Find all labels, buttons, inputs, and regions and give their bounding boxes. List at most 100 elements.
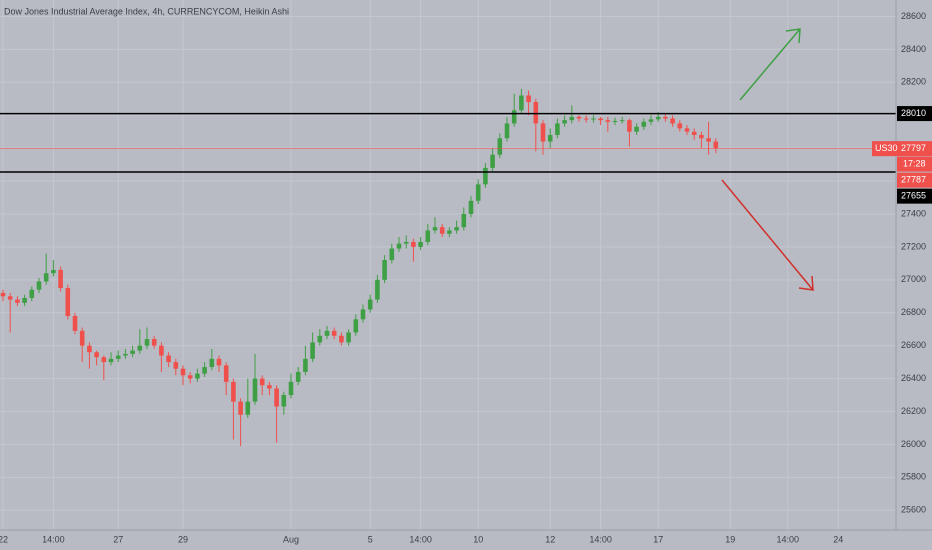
x-tick-label: 5 [368, 534, 373, 544]
x-tick-label: 19 [725, 534, 735, 544]
candle-body [634, 126, 639, 132]
candle-body [238, 401, 243, 415]
candle-body [15, 299, 20, 303]
price-label-box [897, 106, 932, 122]
candle-body [576, 116, 582, 119]
candle-body [274, 388, 279, 407]
y-tick-label: 27200 [901, 241, 926, 251]
x-tick-label: 14:00 [42, 534, 65, 544]
candle-body [303, 358, 308, 372]
candle-body [713, 141, 719, 149]
price-label: 28010 [901, 108, 926, 118]
candle-body [137, 345, 143, 351]
candle-body [699, 134, 704, 139]
price-label-box [897, 188, 932, 204]
candle-body [72, 316, 78, 331]
candle-body [411, 241, 416, 247]
candle-body [497, 138, 503, 155]
candle-body [375, 279, 380, 300]
candle-body [706, 138, 711, 142]
candle-body [454, 227, 459, 231]
y-tick-label: 26800 [901, 307, 926, 317]
candle-body [173, 362, 179, 369]
price-label: 27655 [901, 191, 926, 201]
candle-body [346, 332, 351, 343]
candle-body [490, 154, 495, 168]
candle-body [670, 118, 675, 124]
candle-body [627, 120, 632, 132]
candle-body [310, 342, 315, 359]
candle-body [526, 95, 531, 103]
candle-body [22, 297, 27, 303]
countdown-label: 17:28 [903, 159, 926, 169]
up-arrow [739, 28, 801, 101]
countdown-box [897, 156, 932, 172]
down-arrow-head [798, 275, 814, 291]
candle-body [677, 123, 683, 129]
y-tick-label: 26200 [901, 406, 926, 416]
candle-body [569, 116, 575, 121]
candle-body [367, 299, 373, 310]
x-tick-label: 10 [473, 534, 483, 544]
x-tick-label: Aug [283, 534, 299, 544]
candle-body [648, 119, 654, 122]
candle-body [202, 367, 207, 374]
candle-body [483, 167, 488, 185]
candle-body [403, 241, 409, 244]
candle-body [0, 292, 6, 297]
candle-body [605, 120, 611, 122]
candle-body [562, 120, 567, 124]
symbol-label: US30 [875, 143, 898, 153]
candle-body [115, 355, 121, 359]
y-tick-label: 26400 [901, 373, 926, 383]
candle-body [7, 296, 13, 300]
candle-body [504, 123, 510, 139]
candle-body [425, 230, 431, 242]
candle-body [159, 345, 164, 356]
candle-body [317, 335, 323, 343]
candle-body [519, 95, 524, 111]
candle-body [439, 227, 445, 234]
x-tick-label: 22 [0, 534, 8, 544]
candle-body [216, 358, 222, 366]
x-tick-label: 29 [178, 534, 188, 544]
y-tick-label: 28200 [901, 77, 926, 87]
candle-body [583, 118, 589, 120]
candle-body [475, 184, 481, 201]
candle-body [533, 102, 539, 124]
candle-body [389, 248, 395, 261]
candle-body [65, 288, 71, 317]
symbol-box [872, 141, 897, 157]
candle-body [123, 353, 128, 356]
candle-body [663, 116, 668, 119]
grid [0, 0, 896, 530]
candle-body [396, 243, 402, 249]
candle-body [598, 118, 603, 121]
candle-body [684, 128, 690, 132]
candle-body [339, 335, 344, 343]
candle-body [331, 330, 337, 336]
price-label: 27797 [901, 143, 926, 153]
candle-body [655, 116, 661, 120]
price-label-box [897, 141, 932, 157]
candle-body [58, 269, 63, 289]
candle-body [94, 352, 99, 358]
candle-body [144, 339, 150, 346]
y-tick-label: 25800 [901, 472, 926, 482]
candle-body [259, 378, 265, 386]
candle-body [101, 357, 107, 363]
candle-body [281, 395, 287, 407]
candle-body [353, 319, 359, 333]
candle-body [540, 123, 546, 142]
candle-body [295, 371, 301, 382]
candle-body [231, 381, 236, 402]
candle-body [166, 355, 171, 363]
candle-body [641, 121, 647, 127]
x-tick-label: 24 [833, 534, 843, 544]
candle-body [691, 131, 697, 135]
y-tick-label: 27000 [901, 274, 926, 284]
candle-body [447, 230, 452, 234]
candle-body [51, 269, 56, 274]
